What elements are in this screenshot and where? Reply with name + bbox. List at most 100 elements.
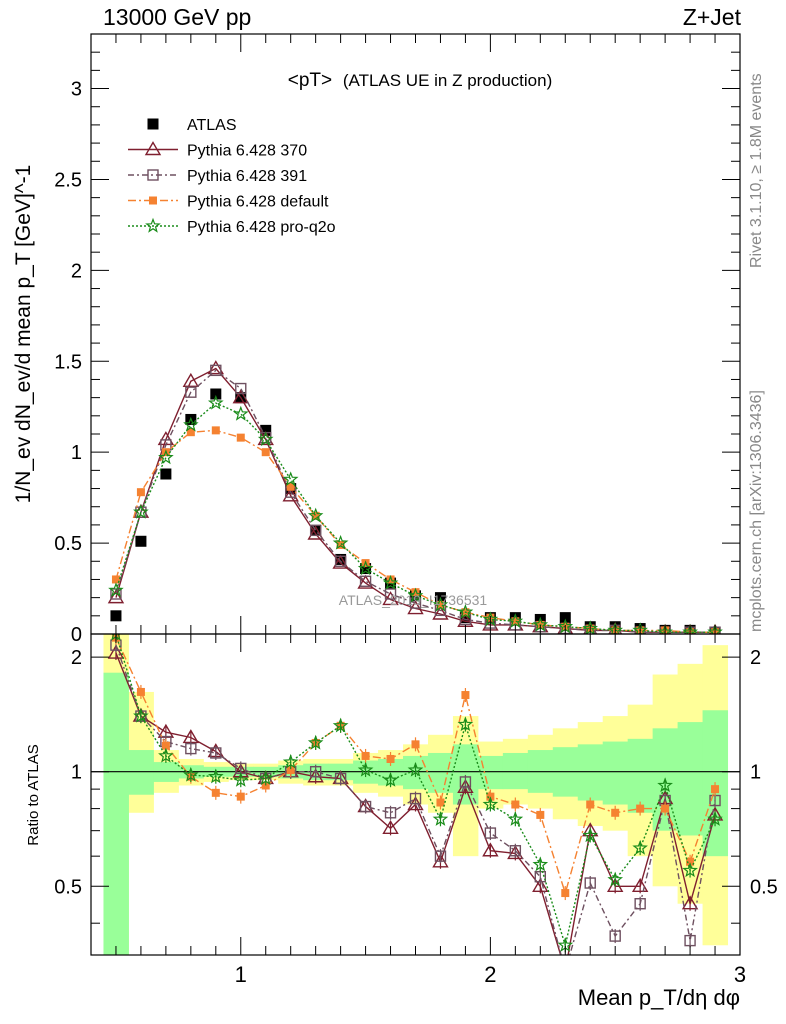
ratio-point (711, 785, 720, 794)
ratio-point (586, 800, 595, 809)
data-point (286, 482, 295, 491)
data-point (360, 563, 372, 575)
ratio-point (382, 819, 399, 835)
ratio-point (681, 895, 699, 910)
green-band-bin (627, 738, 654, 813)
data-point (384, 588, 397, 600)
ratio-point (707, 811, 723, 826)
ratio-point (631, 877, 649, 893)
legend-label: Pythia 6.428 default (187, 194, 329, 211)
legend-label: ATLAS (187, 117, 237, 134)
data-point (211, 426, 220, 435)
ratio-point (382, 771, 399, 787)
data-point (657, 623, 673, 634)
green-band-bin (103, 672, 129, 955)
ratio-point (357, 761, 374, 777)
legend-marker (147, 169, 159, 181)
ratio-point (532, 877, 549, 893)
series-line (115, 369, 715, 633)
data-point (282, 487, 299, 502)
data-point (257, 431, 274, 446)
legend-marker (147, 118, 159, 130)
data-point (682, 623, 698, 634)
ratio-point (484, 827, 497, 839)
data-point (311, 511, 320, 520)
data-point (282, 471, 299, 487)
y-tick-label: 0 (71, 624, 82, 646)
energy-label: 13000 GeV pp (103, 4, 252, 30)
ratio-point (232, 771, 249, 787)
data-point (257, 431, 274, 447)
y-tick-label: 2 (71, 260, 82, 282)
data-point (158, 449, 174, 465)
data-point (210, 388, 222, 400)
data-point (207, 394, 224, 410)
data-point (386, 575, 395, 584)
data-point (559, 612, 571, 624)
ratio-point (307, 734, 324, 750)
ratio-point (432, 811, 449, 826)
data-point (236, 433, 245, 442)
x-tick-label: 1 (235, 962, 247, 987)
x-tick-label: 3 (734, 962, 746, 987)
data-point (407, 587, 424, 603)
ratio-point (558, 964, 572, 976)
process-label: Z+Jet (682, 4, 741, 30)
data-point (332, 534, 349, 550)
data-point (232, 389, 249, 404)
ratio-point (634, 898, 646, 910)
data-point (235, 382, 247, 395)
data-point (411, 588, 420, 597)
y-tick-label: 2.5 (54, 169, 82, 191)
ratio-point (185, 742, 197, 755)
ratio-point (161, 741, 170, 750)
green-band-bin (452, 744, 479, 805)
data-point (459, 612, 471, 624)
ratio-y-tick-label: 1 (750, 762, 761, 784)
green-band-bin (677, 722, 704, 836)
ratio-point (407, 761, 424, 777)
data-point (232, 405, 249, 421)
data-point (432, 596, 449, 612)
ratio-point (183, 766, 199, 782)
chart-title: <pT> (ATLAS UE in Z production) (288, 70, 553, 91)
ratio-point (436, 798, 445, 807)
ratio-point (607, 871, 624, 887)
data-point (382, 574, 399, 590)
ratio-point (584, 877, 596, 889)
ratio-y-tick-label: 0.5 (750, 876, 778, 898)
ratio-axis-label: Ratio to ATLAS (25, 744, 42, 845)
ratio-point (207, 768, 224, 784)
analysis-watermark: ATLAS_2019_I1736531 (339, 592, 488, 608)
data-point (432, 605, 449, 620)
ratio-point (332, 717, 349, 733)
x-axis-label: Mean p_T/dη dφ (578, 985, 740, 1010)
ratio-point (632, 839, 648, 855)
ratio-point (532, 856, 549, 872)
ratio-point (561, 889, 570, 898)
green-band-bin (602, 741, 629, 805)
ratio-point (386, 754, 395, 763)
data-point (110, 610, 122, 622)
ratio-point (509, 845, 522, 857)
ratio-point (661, 804, 670, 813)
legend-label: Pythia 6.428 pro-q2o (187, 219, 336, 236)
legend-marker (144, 141, 162, 156)
ratio-point (684, 934, 696, 947)
data-point (511, 617, 520, 626)
ratio-point (457, 716, 474, 732)
data-point (186, 428, 195, 437)
ratio-point (686, 857, 695, 866)
ratio-point (210, 747, 222, 759)
data-point (359, 575, 372, 587)
ratio-y-tick-label: 2 (71, 647, 82, 669)
ratio-point (307, 768, 324, 783)
data-point (336, 540, 345, 549)
data-point (183, 416, 199, 432)
y-axis-label: 1/N_ev dN_ev/d mean p_T [GeV]^-1 (12, 165, 35, 504)
data-point (133, 503, 149, 519)
data-point (357, 560, 374, 576)
legend-label: Pythia 6.428 370 (187, 143, 307, 160)
data-point (507, 613, 524, 628)
